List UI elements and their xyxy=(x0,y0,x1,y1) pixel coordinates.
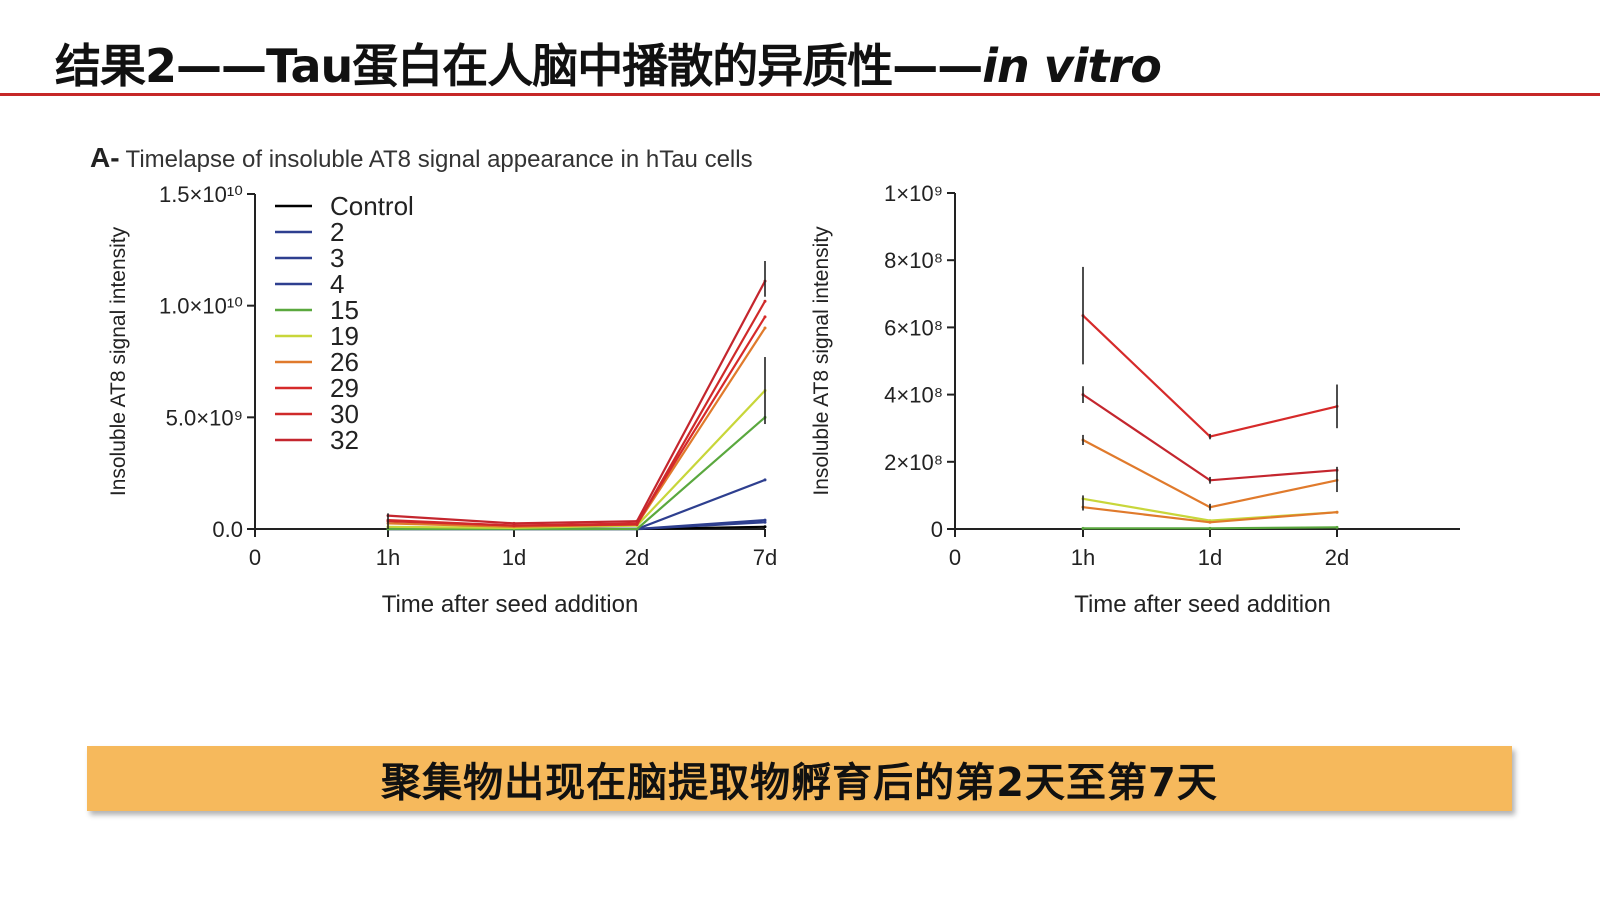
y-tick-label: 1.5×10¹⁰ xyxy=(159,182,243,207)
series-point xyxy=(1208,520,1212,524)
y-tick-label: 0.0 xyxy=(212,517,243,542)
slide-title: 结果2——Tau蛋白在人脑中播散的异质性——in vitro xyxy=(55,30,1162,96)
y-axis-title: Insoluble AT8 signal intensity xyxy=(107,226,130,496)
series-point xyxy=(1081,526,1085,530)
y-axis-title: Insoluble AT8 signal intensity xyxy=(810,226,833,496)
legend-label: 2 xyxy=(330,217,344,247)
x-axis-title: Time after seed addition xyxy=(382,591,639,618)
x-tick-label: 1d xyxy=(1198,545,1222,570)
series-point xyxy=(763,326,767,330)
panel-title: Timelapse of insoluble AT8 signal appear… xyxy=(125,146,753,173)
charts-canvas: 0.0 5.0×10⁹ 1.0×10¹⁰ 1.5×10¹⁰ 0 1h 1d 2d 7d Time … xyxy=(107,181,1460,618)
conclusion-banner: 聚集物出现在脑提取物孵育后的第2天至第7天 xyxy=(87,746,1512,811)
y-tick-label: 4×10⁸ xyxy=(884,383,943,408)
series-line xyxy=(387,327,766,528)
series-point xyxy=(763,520,767,524)
x-axis-title: Time after seed addition xyxy=(1074,591,1331,618)
slide-title-italic: in vitro xyxy=(982,39,1162,93)
series-point xyxy=(1335,510,1339,514)
y-tick-label: 8×10⁸ xyxy=(884,248,943,273)
legend-label: 32 xyxy=(330,425,359,455)
series-point xyxy=(635,527,639,531)
x-tick-label: 2d xyxy=(1325,545,1349,570)
x-tick-label: 1d xyxy=(502,545,526,570)
series-point xyxy=(1335,525,1339,529)
y-tick-label: 5.0×10⁹ xyxy=(166,405,243,430)
y-tick-label: 1.0×10¹⁰ xyxy=(159,294,243,319)
series-point xyxy=(635,523,639,527)
series-line xyxy=(1082,314,1338,438)
x-tick-label: 1h xyxy=(376,545,400,570)
series-line xyxy=(387,389,766,530)
y-tick-label: 2×10⁸ xyxy=(884,450,943,475)
slide-title-main: 结果2——Tau蛋白在人脑中播散的异质性—— xyxy=(55,39,983,93)
legend-label: Control xyxy=(330,191,414,221)
series-point xyxy=(1208,526,1212,530)
title-underline xyxy=(0,93,1600,96)
series-point xyxy=(763,315,767,319)
series-point xyxy=(635,519,639,523)
series-point xyxy=(763,299,767,303)
series-line xyxy=(387,316,766,527)
legend-label: 19 xyxy=(330,321,359,351)
legend-label: 29 xyxy=(330,373,359,403)
series-line xyxy=(388,416,766,531)
y-tick-label: 0 xyxy=(931,517,943,542)
y-tick-label: 1×10⁹ xyxy=(884,181,943,206)
panel-label: A- xyxy=(90,142,120,173)
conclusion-text: 聚集物出现在脑提取物孵育后的第2天至第7天 xyxy=(381,759,1218,806)
series-point xyxy=(512,524,516,528)
series-point xyxy=(763,478,767,482)
x-tick-label: 0 xyxy=(949,545,961,570)
x-tick-label: 0 xyxy=(249,545,261,570)
series-point xyxy=(763,525,767,529)
series-point xyxy=(512,521,516,525)
y-tick-label: 6×10⁸ xyxy=(884,315,943,340)
legend-label: 15 xyxy=(330,295,359,325)
legend-label: 4 xyxy=(330,269,344,299)
series-point xyxy=(763,518,767,522)
legend-label: 30 xyxy=(330,399,359,429)
panel-heading: A- Timelapse of insoluble AT8 signal appe… xyxy=(90,142,753,174)
legend-label: 26 xyxy=(330,347,359,377)
legend-label: 3 xyxy=(330,243,344,273)
x-tick-label: 1h xyxy=(1071,545,1095,570)
x-tick-label: 7d xyxy=(753,545,777,570)
x-tick-label: 2d xyxy=(625,545,649,570)
series-line xyxy=(387,280,766,525)
series-line xyxy=(387,300,766,527)
